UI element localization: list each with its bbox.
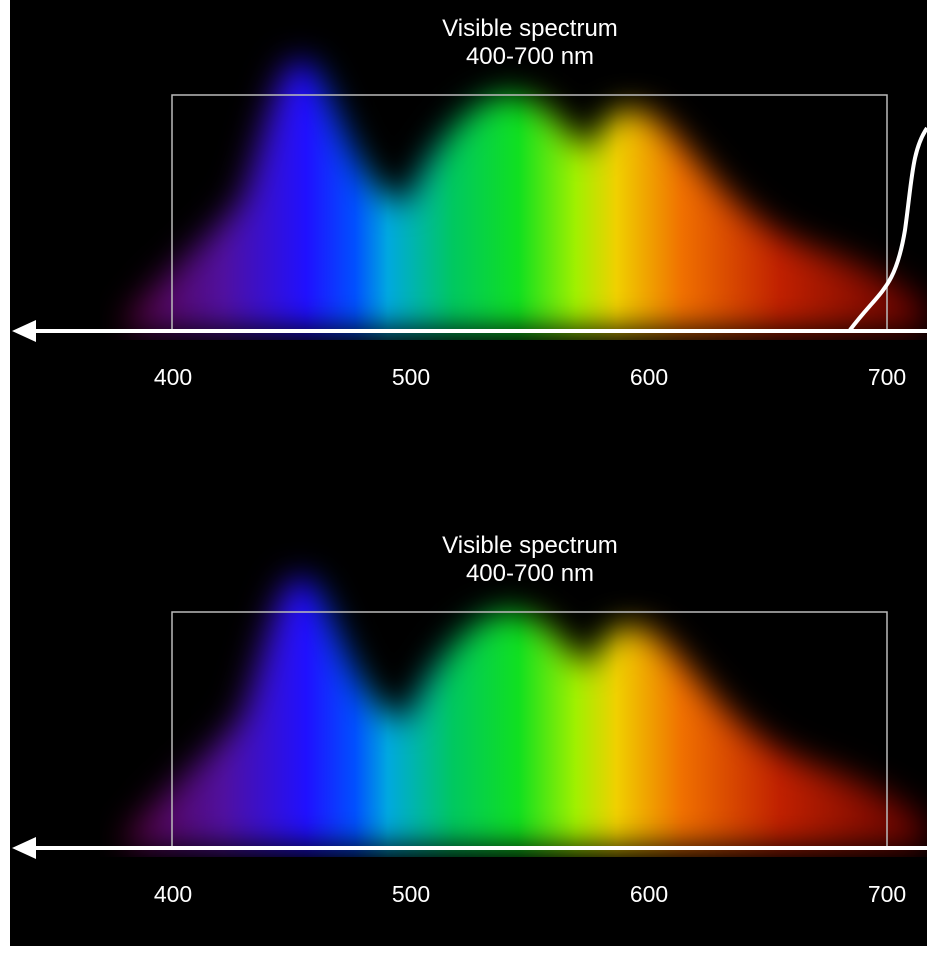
curve	[848, 126, 927, 332]
panel: Visible spectrum 400-700 nm 400 500 600 700	[12, 517, 927, 907]
tick-label: 600	[630, 364, 668, 390]
tick-label: 500	[392, 364, 430, 390]
tick-label: 500	[392, 881, 430, 907]
tick-label: 700	[868, 364, 906, 390]
subtitle: 400-700 nm	[466, 560, 594, 587]
title: Visible spectrum	[442, 532, 618, 559]
subtitle: 400-700 nm	[466, 43, 594, 70]
tick-label: 400	[154, 881, 192, 907]
title: Visible spectrum	[442, 15, 618, 42]
panel: Visible spectrum 400-700 nm 400 500 600 700	[12, 0, 927, 390]
tick-label: 600	[630, 881, 668, 907]
tick-label: 700	[868, 881, 906, 907]
tick-label: 400	[154, 364, 192, 390]
